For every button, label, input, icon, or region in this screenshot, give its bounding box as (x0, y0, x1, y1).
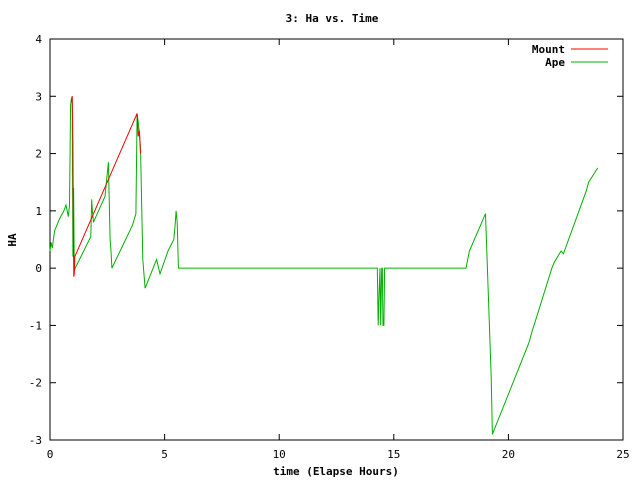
series-line-mount (70, 96, 141, 277)
series-line-ape (49, 96, 599, 435)
plot-area (49, 38, 624, 441)
y-tick-label: -2 (29, 377, 42, 390)
y-tick-label: 1 (35, 205, 42, 218)
x-tick-label: 15 (387, 448, 400, 461)
y-tick-label: 3 (35, 90, 42, 103)
x-tick-label: 20 (502, 448, 515, 461)
x-tick-label: 5 (161, 448, 168, 461)
x-tick-label: 25 (616, 448, 629, 461)
y-tick-label: 2 (35, 148, 42, 161)
legend-label: Ape (545, 56, 565, 69)
chart-title: 3: Ha vs. Time (286, 12, 379, 25)
y-tick-label: -3 (29, 434, 42, 447)
y-tick-label: -1 (29, 319, 42, 332)
y-tick-label: 4 (35, 33, 42, 46)
x-axis-label: time (Elapse Hours) (273, 465, 399, 478)
x-tick-label: 10 (273, 448, 286, 461)
y-tick-label: 0 (35, 262, 42, 275)
x-tick-label: 0 (47, 448, 54, 461)
legend-label: Mount (532, 43, 565, 56)
y-axis-label: HA (6, 233, 19, 247)
